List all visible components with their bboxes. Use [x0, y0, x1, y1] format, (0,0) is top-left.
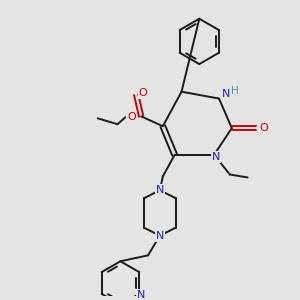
Text: O: O: [259, 123, 268, 133]
Text: O: O: [127, 112, 136, 122]
Text: N: N: [156, 231, 164, 241]
Text: N: N: [222, 89, 230, 99]
Text: N: N: [137, 290, 146, 300]
Text: N: N: [212, 152, 220, 162]
Text: O: O: [139, 88, 148, 98]
Text: H: H: [231, 86, 239, 96]
Text: N: N: [156, 185, 164, 195]
